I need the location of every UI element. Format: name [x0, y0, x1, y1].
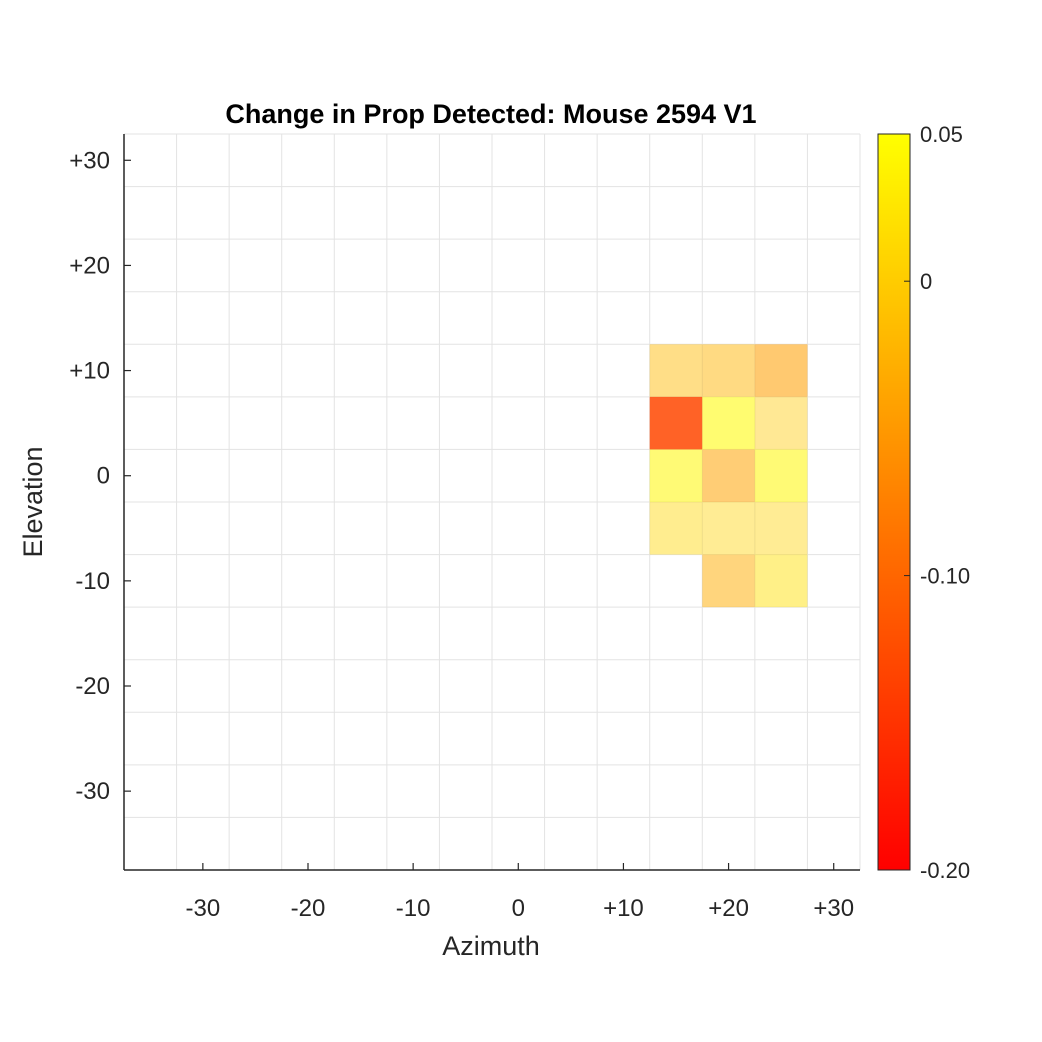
heatmap-cell: [702, 396, 755, 450]
y-axis-label: Elevation: [18, 446, 48, 557]
colorbar-tick-label: 0.05: [920, 122, 963, 147]
heatmap-cell: [754, 396, 808, 450]
y-tick-label: +10: [69, 358, 110, 385]
x-axis-label: Azimuth: [442, 931, 540, 961]
y-tick-label: 0: [97, 463, 110, 490]
heatmap-cell: [754, 344, 808, 397]
x-tick-label: 0: [512, 895, 525, 922]
x-tick-label: +30: [813, 895, 854, 922]
colorbar-tick-label: -0.10: [920, 564, 970, 589]
heatmap-cell: [754, 554, 808, 608]
colorbar-tick-label: -0.20: [920, 858, 970, 883]
heatmap-cell: [702, 449, 755, 502]
heatmap-cell: [702, 344, 755, 397]
axes: [123, 134, 860, 871]
heatmap-cell: [649, 449, 703, 502]
x-tick-label: -10: [396, 895, 431, 922]
x-tick-label: -30: [186, 895, 221, 922]
heatmap-cell: [702, 502, 755, 555]
x-tick-label: +10: [603, 895, 644, 922]
x-tick-label: +20: [708, 895, 749, 922]
y-tick-label: -30: [75, 778, 110, 805]
heatmap-cells: [649, 344, 808, 608]
colorbar: 0.05 0 -0.10 -0.20: [877, 122, 970, 883]
heatmap-cell: [702, 554, 755, 608]
heatmap-cell: [649, 344, 703, 397]
y-tick-label: -20: [75, 673, 110, 700]
heatmap-cell: [754, 449, 808, 502]
chart-title: Change in Prop Detected: Mouse 2594 V1: [225, 99, 756, 129]
y-tick-label: -10: [75, 568, 110, 595]
heatmap-cell: [649, 396, 703, 450]
y-axis-ticks: +30 +20 +10 0 -10 -20 -30: [69, 147, 131, 805]
x-tick-label: -20: [291, 895, 326, 922]
colorbar-tick-label: 0: [920, 269, 932, 294]
y-tick-label: +30: [69, 147, 110, 174]
x-axis-ticks: -30 -20 -10 0 +10 +20 +30: [186, 863, 854, 922]
y-tick-label: +20: [69, 252, 110, 279]
heatmap-cell: [754, 502, 808, 555]
heatmap-cell: [649, 502, 703, 555]
colorbar-gradient: [877, 133, 911, 871]
